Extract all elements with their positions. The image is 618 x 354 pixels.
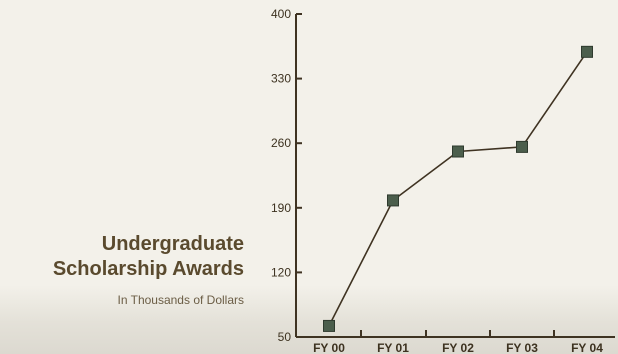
y-tick-label: 330: [271, 72, 291, 86]
data-point: [387, 194, 399, 207]
chart-subtitle: In Thousands of Dollars: [117, 293, 244, 307]
data-point: [323, 319, 335, 332]
y-tick-label: 400: [271, 7, 291, 21]
data-line: [328, 51, 588, 327]
x-tick-label: FY 01: [377, 341, 409, 354]
background-band: [0, 285, 618, 354]
y-tick-label: 120: [271, 265, 291, 279]
chart-title: Undergraduate Scholarship Awards: [52, 233, 244, 280]
data-point: [516, 140, 528, 153]
y-tick-label: 260: [271, 136, 291, 150]
x-tick-label: FY 03: [506, 341, 538, 354]
chart-axes: [295, 13, 615, 338]
series-group: [323, 45, 593, 332]
y-tick-label: 190: [271, 201, 291, 215]
x-tick-label: FY 02: [442, 341, 474, 354]
y-tick-label: 50: [278, 330, 292, 344]
x-tick-label: FY 04: [571, 341, 603, 354]
data-point: [581, 45, 593, 58]
x-tick-label: FY 00: [313, 341, 345, 354]
tick-labels: 50 120 190 260 330 400 FY 00 FY 01 FY 02 FY 03 FY …: [271, 7, 603, 354]
data-point: [452, 145, 464, 158]
